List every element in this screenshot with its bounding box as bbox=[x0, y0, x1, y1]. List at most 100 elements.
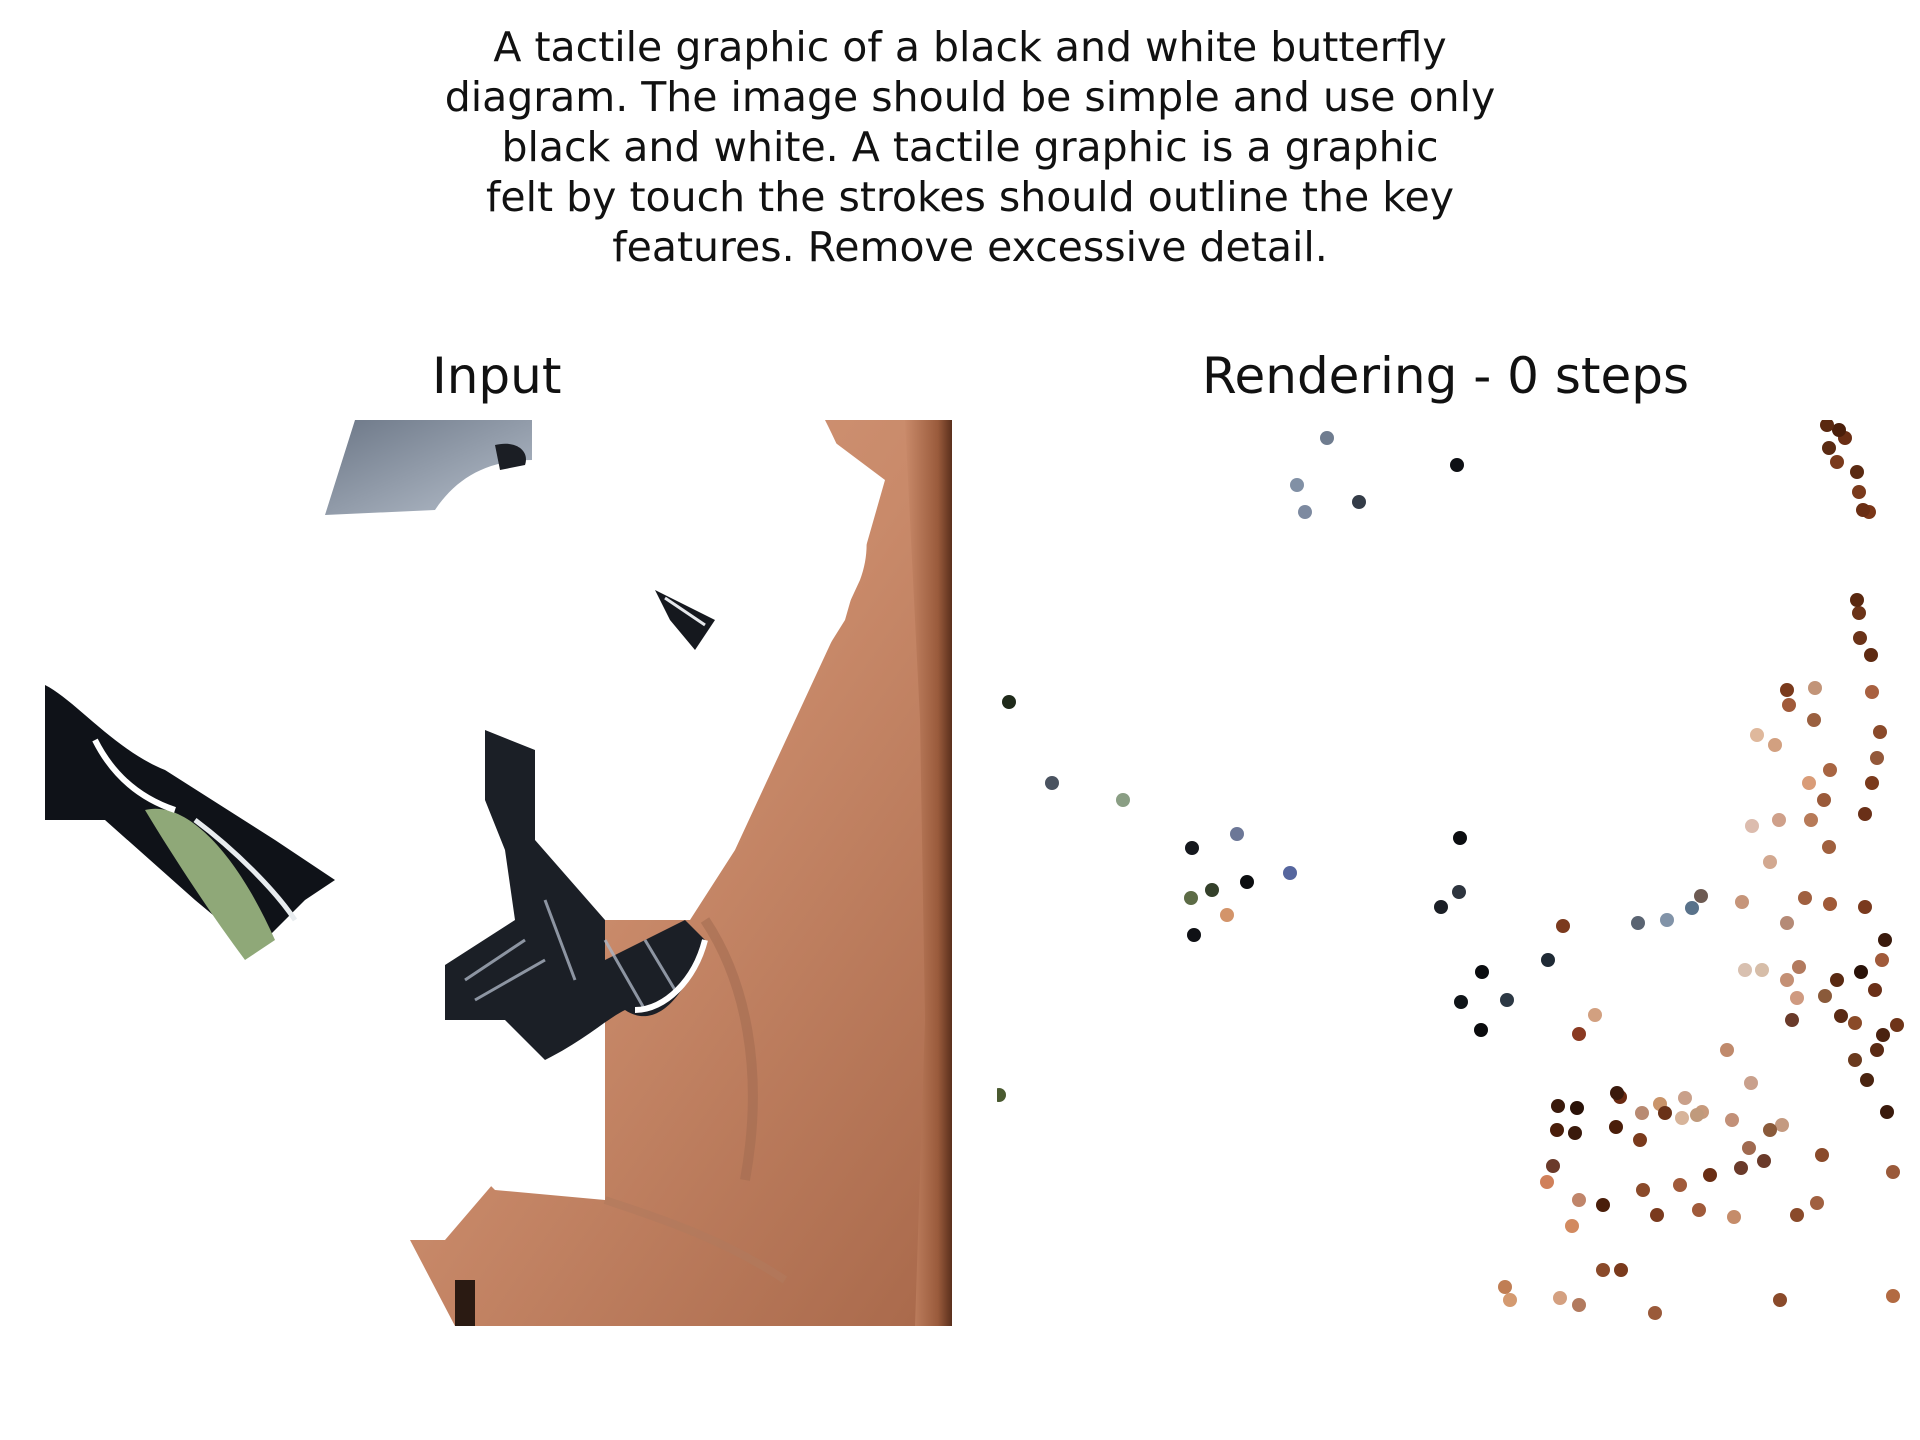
render-dot bbox=[1720, 1043, 1734, 1057]
render-dot bbox=[1815, 1148, 1829, 1162]
render-dot bbox=[1822, 441, 1836, 455]
render-dot bbox=[1744, 1076, 1758, 1090]
render-dot bbox=[1798, 891, 1812, 905]
render-dot bbox=[1808, 681, 1822, 695]
render-dot bbox=[1556, 919, 1570, 933]
prompt-line: black and white. A tactile graphic is a … bbox=[501, 123, 1439, 171]
render-dot bbox=[1727, 1210, 1741, 1224]
render-dot bbox=[1045, 776, 1059, 790]
render-dot bbox=[1850, 593, 1864, 607]
render-dot bbox=[1498, 1280, 1512, 1294]
render-dot bbox=[1804, 813, 1818, 827]
render-dot bbox=[1553, 1291, 1567, 1305]
render-dot bbox=[1540, 1175, 1554, 1189]
render-dot bbox=[1870, 751, 1884, 765]
render-dot bbox=[1541, 953, 1555, 967]
render-dot bbox=[1860, 1073, 1874, 1087]
render-dot bbox=[1832, 423, 1846, 437]
render-dot bbox=[1631, 916, 1645, 930]
render-dot bbox=[1568, 1126, 1582, 1140]
render-dot bbox=[1772, 813, 1786, 827]
gray-fragment-shadow bbox=[495, 443, 526, 470]
prompt-line: felt by touch the strokes should outline… bbox=[485, 173, 1454, 221]
render-dot bbox=[1673, 1178, 1687, 1192]
render-dot bbox=[1853, 631, 1867, 645]
render-dot bbox=[1856, 503, 1870, 517]
render-dot bbox=[1475, 965, 1489, 979]
render-dot bbox=[1886, 1165, 1900, 1179]
render-dot bbox=[1572, 1193, 1586, 1207]
render-dot bbox=[1817, 793, 1831, 807]
finger-crease bbox=[603, 1196, 788, 1284]
render-dot bbox=[1852, 485, 1866, 499]
render-dot bbox=[1785, 1013, 1799, 1027]
render-dot bbox=[1742, 1141, 1756, 1155]
render-dot bbox=[1658, 1106, 1672, 1120]
render-dot bbox=[1876, 1028, 1890, 1042]
render-dot bbox=[1298, 505, 1312, 519]
input-image bbox=[45, 420, 952, 1326]
rendering-image bbox=[997, 420, 1905, 1326]
render-dot bbox=[1886, 1289, 1900, 1303]
prompt-line: A tactile graphic of a black and white b… bbox=[493, 23, 1447, 71]
render-dot bbox=[1865, 776, 1879, 790]
render-dot bbox=[1868, 983, 1882, 997]
render-dot bbox=[1002, 695, 1016, 709]
prompt-line: features. Remove excessive detail. bbox=[612, 223, 1328, 271]
render-dot bbox=[1880, 1105, 1894, 1119]
render-dot bbox=[1763, 855, 1777, 869]
render-dot bbox=[1818, 989, 1832, 1003]
render-dot bbox=[1692, 1203, 1706, 1217]
render-dot bbox=[1768, 738, 1782, 752]
render-dot bbox=[1551, 1099, 1565, 1113]
finger-crease bbox=[700, 917, 758, 1181]
render-dot bbox=[1850, 465, 1864, 479]
render-dot bbox=[1116, 793, 1130, 807]
render-dot bbox=[1452, 885, 1466, 899]
render-dot bbox=[1873, 725, 1887, 739]
prompt-text: A tactile graphic of a black and white b… bbox=[360, 22, 1580, 272]
render-dot bbox=[1596, 1198, 1610, 1212]
render-dot bbox=[1775, 1118, 1789, 1132]
render-dot bbox=[1780, 916, 1794, 930]
render-dot bbox=[1500, 993, 1514, 1007]
render-dot bbox=[1660, 913, 1674, 927]
render-dot bbox=[1763, 1123, 1777, 1137]
wing-edge-white bbox=[193, 818, 298, 922]
render-dot bbox=[1185, 841, 1199, 855]
input-photo-fragments bbox=[45, 420, 952, 1326]
render-dot bbox=[997, 1088, 1006, 1102]
render-dot bbox=[1875, 953, 1889, 967]
render-dot bbox=[1635, 1106, 1649, 1120]
render-dot bbox=[1807, 713, 1821, 727]
render-dot bbox=[1782, 698, 1796, 712]
render-dot bbox=[1572, 1298, 1586, 1312]
render-dot bbox=[1609, 1120, 1623, 1134]
render-dot bbox=[1790, 991, 1804, 1005]
hand-shadow-edge bbox=[905, 420, 952, 1326]
render-dot bbox=[1780, 683, 1794, 697]
wing-center bbox=[445, 730, 705, 1060]
render-dot bbox=[1823, 897, 1837, 911]
render-dot bbox=[1570, 1101, 1584, 1115]
render-dot bbox=[1848, 1016, 1862, 1030]
render-dot bbox=[1834, 1009, 1848, 1023]
render-dot bbox=[1694, 889, 1708, 903]
render-dot bbox=[1240, 875, 1254, 889]
wing-edge-white bbox=[92, 738, 176, 813]
wing-fragment bbox=[655, 590, 715, 650]
render-dot bbox=[1745, 819, 1759, 833]
render-dot bbox=[1690, 1108, 1704, 1122]
render-dot bbox=[1230, 827, 1244, 841]
wing-edge-white bbox=[634, 939, 708, 1013]
render-dot bbox=[1565, 1219, 1579, 1233]
render-dot bbox=[1633, 1133, 1647, 1147]
render-dot bbox=[1187, 928, 1201, 942]
prompt-line: diagram. The image should be simple and … bbox=[444, 73, 1496, 121]
render-dot bbox=[1572, 1027, 1586, 1041]
render-dot bbox=[1738, 963, 1752, 977]
leaf-green bbox=[145, 808, 275, 960]
render-dot bbox=[1596, 1263, 1610, 1277]
render-dot bbox=[1220, 908, 1234, 922]
render-dot bbox=[1205, 883, 1219, 897]
